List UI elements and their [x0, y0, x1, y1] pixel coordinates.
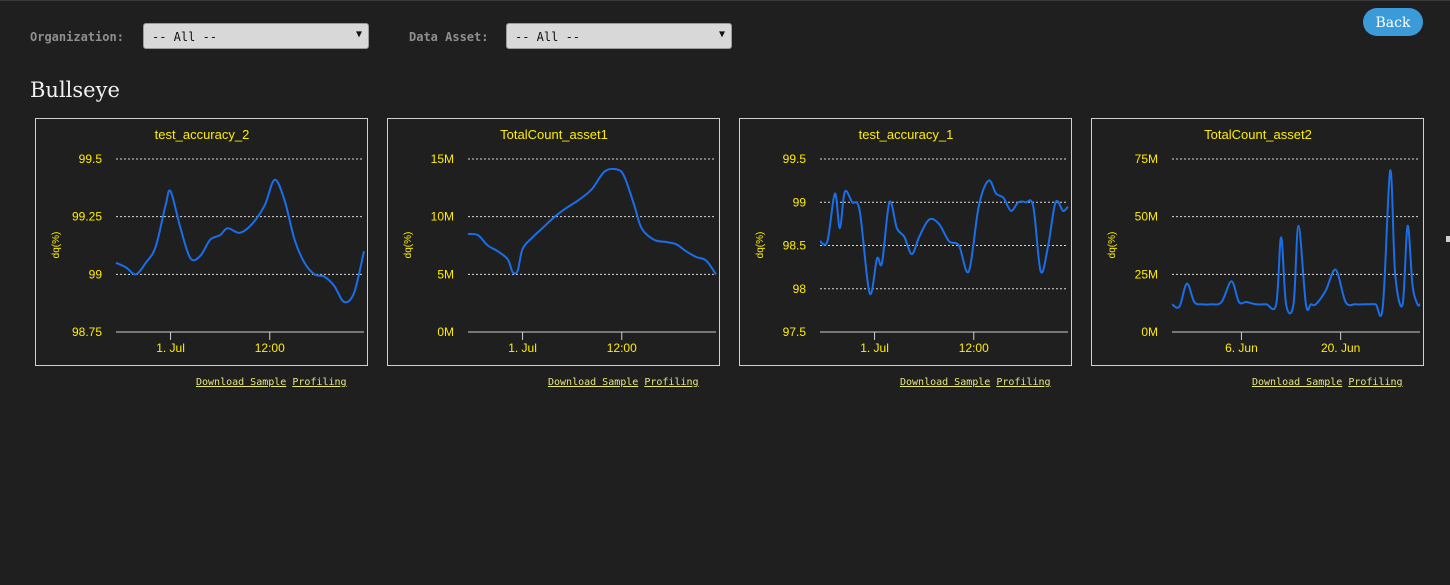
- profiling-link[interactable]: Profiling: [996, 377, 1051, 388]
- series-line: [1171, 169, 1421, 317]
- x-tick-label: 20. Jun: [1321, 341, 1360, 355]
- organization-select-value: -- All --: [152, 30, 218, 44]
- chart-panel-2: TotalCount_asset1 dq(%) 0M 5M 10M 15M 1. Jul 12…: [387, 118, 720, 366]
- y-tick-label: 25M: [1135, 267, 1158, 281]
- chart-title: test_accuracy_1: [859, 127, 954, 142]
- chart-panel-1: test_accuracy_2 dq(%) 98.75 99 99.25 99.5 1. J…: [35, 118, 368, 366]
- chart-panel-3: test_accuracy_1 dq(%) 97.5 98 98.5 99 99.5 1. J…: [739, 118, 1072, 366]
- download-sample-link[interactable]: Download Sample: [196, 377, 287, 388]
- y-tick-label: 99: [793, 195, 807, 209]
- chart-test-accuracy-1: test_accuracy_1 dq(%) 97.5 98 98.5 99 99.5 1. J…: [755, 127, 1069, 355]
- y-tick-label: 0M: [1141, 325, 1158, 339]
- y-tick-label: 15M: [431, 152, 454, 166]
- top-border: [0, 0, 1450, 1]
- chart-links-1: Download Sample Profiling: [196, 377, 347, 388]
- y-axis-label: dq(%): [755, 232, 766, 259]
- y-tick-label: 5M: [437, 267, 454, 281]
- organization-select[interactable]: -- All -- ▼: [143, 23, 369, 49]
- y-tick-label: 98: [793, 282, 807, 296]
- series-line: [819, 179, 1069, 296]
- y-axis-label: dq(%): [1107, 232, 1118, 259]
- y-tick-label: 98.5: [783, 239, 807, 253]
- profiling-link[interactable]: Profiling: [292, 377, 347, 388]
- y-tick-label: 97.5: [783, 325, 807, 339]
- back-button[interactable]: Back: [1363, 8, 1423, 36]
- chart-totalcount-asset2: TotalCount_asset2 dq(%) 0M 25M 50M 75M 6. Jun 2…: [1107, 127, 1421, 355]
- y-tick-label: 98.75: [72, 325, 102, 339]
- series-line: [115, 178, 365, 304]
- x-tick-label: 1. Jul: [156, 341, 185, 355]
- y-tick-label: 50M: [1135, 210, 1158, 224]
- series-line: [467, 167, 717, 275]
- y-tick-label: 0M: [437, 325, 454, 339]
- download-sample-link[interactable]: Download Sample: [900, 377, 991, 388]
- y-tick-label: 75M: [1135, 152, 1158, 166]
- chart-title: test_accuracy_2: [155, 127, 250, 142]
- chart-panel-4: TotalCount_asset2 dq(%) 0M 25M 50M 75M 6. Jun 2…: [1091, 118, 1424, 366]
- chart-test-accuracy-2: test_accuracy_2 dq(%) 98.75 99 99.25 99.5 1. J…: [51, 127, 365, 355]
- chart-totalcount-asset1: TotalCount_asset1 dq(%) 0M 5M 10M 15M 1. Jul 12…: [403, 127, 717, 355]
- x-tick-label: 1. Jul: [508, 341, 537, 355]
- y-tick-label: 10M: [431, 210, 454, 224]
- download-sample-link[interactable]: Download Sample: [1252, 377, 1343, 388]
- chart-links-3: Download Sample Profiling: [900, 377, 1051, 388]
- profiling-link[interactable]: Profiling: [1348, 377, 1403, 388]
- y-tick-label: 99.25: [72, 210, 102, 224]
- profiling-link[interactable]: Profiling: [644, 377, 699, 388]
- y-tick-label: 99: [89, 267, 103, 281]
- x-tick-label: 12:00: [255, 341, 285, 355]
- edge-marker: [1446, 236, 1450, 242]
- data-asset-select-value: -- All --: [515, 30, 581, 44]
- y-axis-label: dq(%): [403, 232, 414, 259]
- y-tick-label: 99.5: [783, 152, 807, 166]
- chart-title: TotalCount_asset1: [500, 127, 608, 142]
- data-asset-label: Data Asset:: [409, 30, 489, 44]
- section-title: Bullseye: [30, 78, 120, 102]
- dropdown-arrow-icon: ▼: [355, 29, 362, 40]
- x-tick-label: 12:00: [959, 341, 989, 355]
- organization-label: Organization:: [30, 30, 124, 44]
- download-sample-link[interactable]: Download Sample: [548, 377, 639, 388]
- data-asset-select[interactable]: -- All -- ▼: [506, 23, 732, 49]
- chart-title: TotalCount_asset2: [1204, 127, 1312, 142]
- x-tick-label: 12:00: [607, 341, 637, 355]
- chart-links-2: Download Sample Profiling: [548, 377, 699, 388]
- dropdown-arrow-icon: ▼: [718, 29, 725, 40]
- y-axis-label: dq(%): [51, 232, 62, 259]
- chart-links-4: Download Sample Profiling: [1252, 377, 1403, 388]
- y-tick-label: 99.5: [79, 152, 103, 166]
- x-tick-label: 1. Jul: [860, 341, 889, 355]
- x-tick-label: 6. Jun: [1225, 341, 1258, 355]
